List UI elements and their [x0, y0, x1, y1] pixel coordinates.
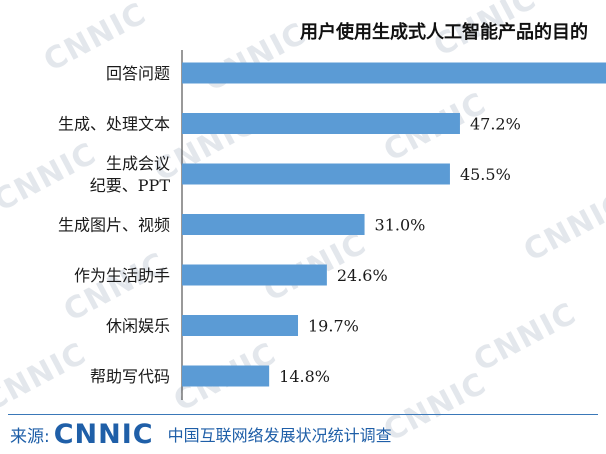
- bar-4: [182, 264, 327, 286]
- value-label-1: 47.2%: [470, 115, 521, 134]
- value-label-3: 31.0%: [375, 216, 426, 235]
- category-label-1: 生成、处理文本: [58, 115, 170, 134]
- chart-title: 用户使用生成式人工智能产品的目的: [300, 22, 588, 43]
- bar-1: [182, 113, 460, 134]
- category-label-3: 生成图片、视频: [58, 216, 170, 235]
- value-label-5: 19.7%: [308, 317, 359, 336]
- bar-6: [182, 365, 270, 387]
- source-label: 来源:: [10, 426, 50, 447]
- footer-divider: [8, 414, 598, 415]
- bar-0: [182, 62, 606, 84]
- source-footer: 来源: CNNIC 中国互联网络发展状况统计调查: [10, 418, 392, 450]
- category-label-0: 回答问题: [106, 64, 170, 83]
- bar-5: [182, 315, 299, 336]
- value-label-4: 24.6%: [337, 266, 388, 285]
- category-label-6: 帮助写代码: [90, 367, 170, 386]
- category-label-4: 作为生活助手: [74, 266, 170, 285]
- cnnic-logo: CNNIC: [53, 418, 154, 450]
- category-label-2: 生成会议纪要、PPT: [90, 154, 171, 195]
- bar-3: [182, 214, 365, 235]
- source-organization: 中国互联网络发展状况统计调查: [167, 426, 392, 445]
- category-label-5: 休闲娱乐: [106, 317, 170, 336]
- value-label-2: 45.5%: [460, 165, 511, 184]
- value-label-6: 14.8%: [279, 367, 330, 386]
- bar-2: [182, 163, 450, 185]
